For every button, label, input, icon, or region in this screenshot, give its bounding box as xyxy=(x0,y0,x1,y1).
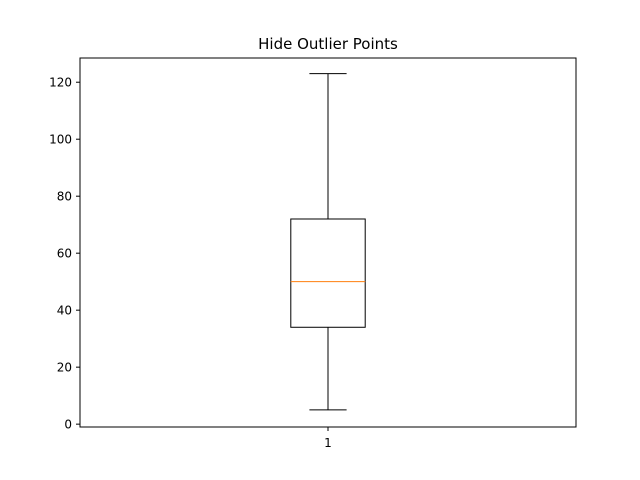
x-tick-label: 1 xyxy=(324,436,332,450)
iqr-box xyxy=(290,218,366,328)
y-tick-label: 80 xyxy=(57,190,72,204)
x-axis: 1 xyxy=(324,427,332,450)
y-tick-label: 20 xyxy=(57,361,72,375)
plot-area xyxy=(290,73,366,411)
y-tick-label: 100 xyxy=(49,133,72,147)
chart-title: Hide Outlier Points xyxy=(258,35,398,53)
y-tick-label: 60 xyxy=(57,247,72,261)
y-axis: 0 20 40 60 80 100 120 xyxy=(49,76,80,432)
boxplot-group xyxy=(290,73,366,411)
y-tick-label: 40 xyxy=(57,304,72,318)
y-tick-label: 0 xyxy=(64,418,72,432)
y-tick-label: 120 xyxy=(49,76,72,90)
